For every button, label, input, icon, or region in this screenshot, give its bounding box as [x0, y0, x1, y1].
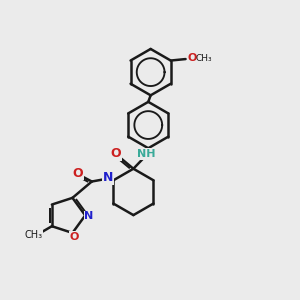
Text: N: N	[84, 211, 94, 221]
Text: CH₃: CH₃	[196, 54, 213, 63]
Text: N: N	[103, 171, 113, 184]
Text: O: O	[188, 53, 197, 64]
Text: NH: NH	[136, 149, 155, 159]
Text: O: O	[72, 167, 83, 180]
Text: CH₃: CH₃	[24, 230, 42, 239]
Text: O: O	[69, 232, 79, 242]
Text: O: O	[111, 147, 122, 161]
